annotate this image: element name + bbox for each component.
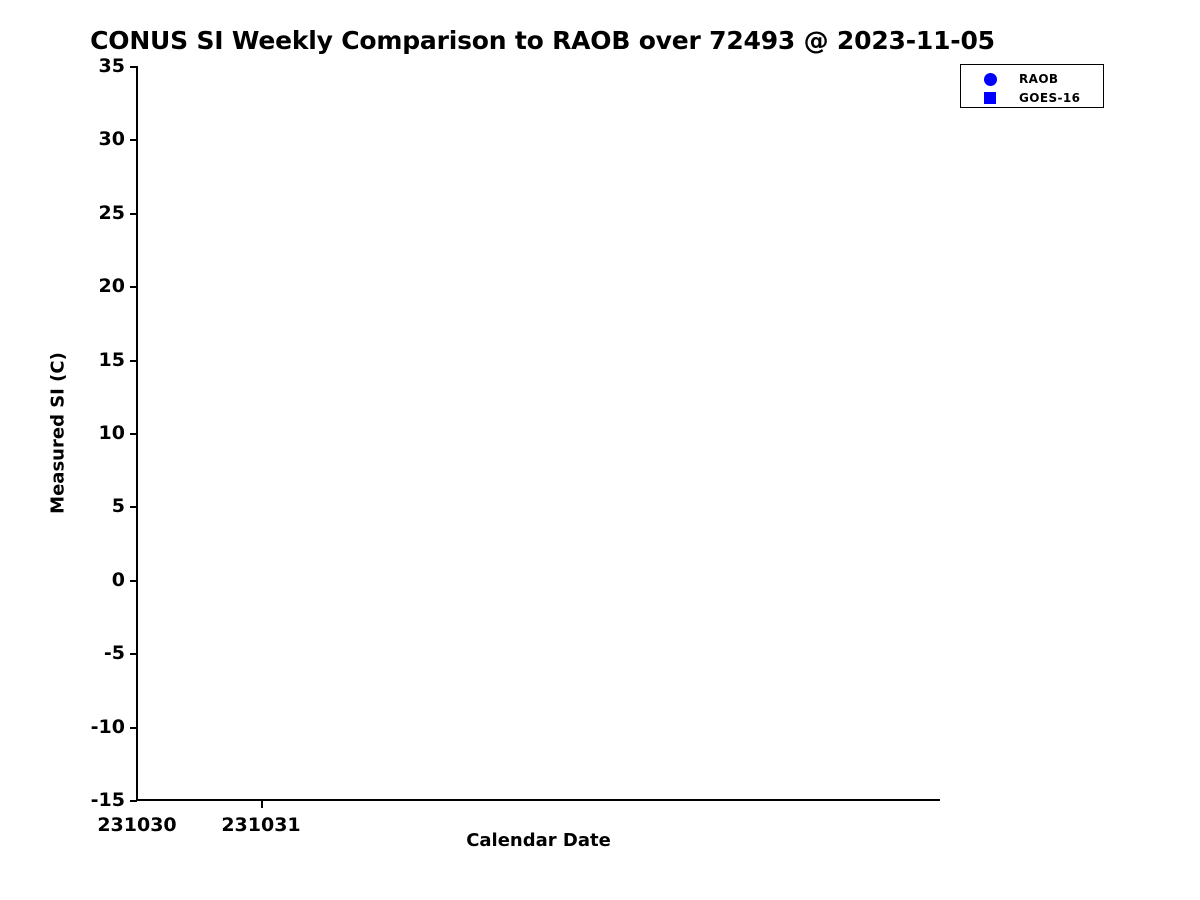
y-tick-label: 25 [98,201,125,224]
chart-title: CONUS SI Weekly Comparison to RAOB over … [90,26,995,55]
y-tick-mark [130,359,137,362]
y-tick-mark [130,212,137,215]
y-tick-label: -5 [103,642,125,665]
y-axis-spine [136,66,138,801]
y-axis-label: Measured SI (C) [47,352,69,514]
legend-label: RAOB [1019,72,1059,86]
x-tick-label: 231031 [221,814,301,836]
y-tick-mark [130,506,137,509]
y-tick-label: 10 [98,422,125,444]
chart-legend: RAOB GOES-16 [960,64,1104,108]
y-tick-label: -15 [90,789,125,811]
y-tick-label: 20 [98,275,125,298]
x-tick-mark [261,800,263,808]
y-tick-mark [130,800,137,802]
y-tick-label: 30 [98,128,125,151]
y-tick-label: 0 [111,568,125,591]
legend-label: GOES-16 [1019,91,1081,105]
y-tick-mark [130,139,137,142]
x-axis-label: Calendar Date [466,830,611,851]
x-tick-label: 231030 [97,814,177,836]
y-tick-mark [130,66,137,68]
y-tick-mark [130,579,137,582]
legend-square-icon [984,92,996,104]
y-tick-mark [130,433,137,435]
y-tick-mark [130,653,137,656]
y-tick-label: 5 [111,495,125,518]
y-tick-label: -10 [90,715,125,738]
y-tick-mark [130,726,137,729]
legend-circle-icon [983,72,997,86]
y-tick-label: 35 [98,55,125,77]
legend-item-goes-16: GOES-16 [961,88,1103,108]
y-tick-label: 15 [98,348,125,371]
legend-item-raob: RAOB [961,69,1103,89]
y-tick-mark [130,286,137,289]
x-axis-spine [136,799,940,801]
legend-marker-wrap [961,72,1019,86]
legend-marker-wrap [961,92,1019,104]
